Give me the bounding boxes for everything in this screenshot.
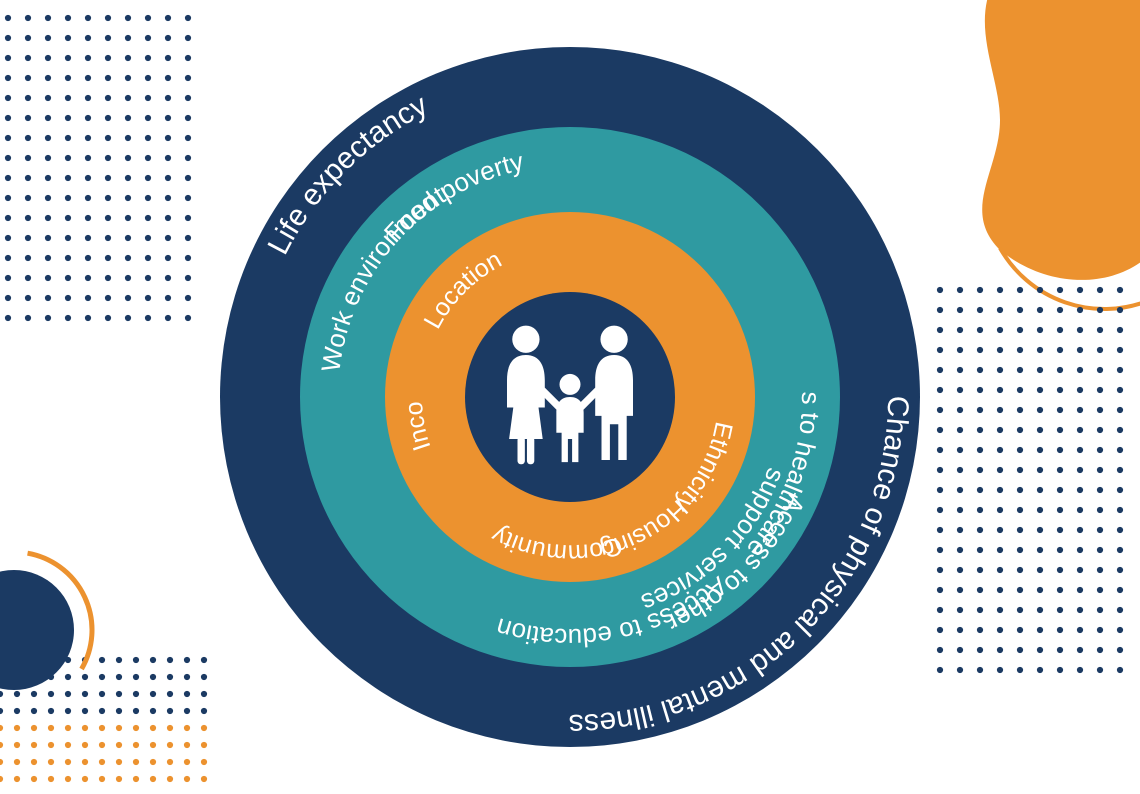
decor-circle-bottom-left [0, 570, 74, 690]
decor-dots-bottom-left-light [0, 725, 207, 782]
decor-dots-right [937, 287, 1123, 673]
decor-dots-top-left [5, 15, 191, 321]
decor-blob-top-right [982, 0, 1140, 280]
infographic-canvas: Life expectancyChance of physical and me… [0, 0, 1140, 794]
